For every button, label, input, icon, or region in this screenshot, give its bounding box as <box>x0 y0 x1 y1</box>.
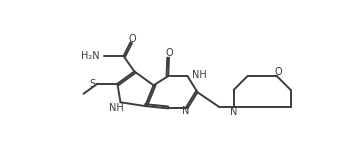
Text: S: S <box>89 79 95 89</box>
Text: H₂N: H₂N <box>81 51 100 61</box>
Text: O: O <box>128 34 136 44</box>
Text: O: O <box>165 48 173 58</box>
Text: N: N <box>230 107 237 117</box>
Text: NH: NH <box>192 69 207 80</box>
Text: NH: NH <box>109 103 124 113</box>
Text: O: O <box>275 67 282 77</box>
Text: N: N <box>182 106 190 116</box>
